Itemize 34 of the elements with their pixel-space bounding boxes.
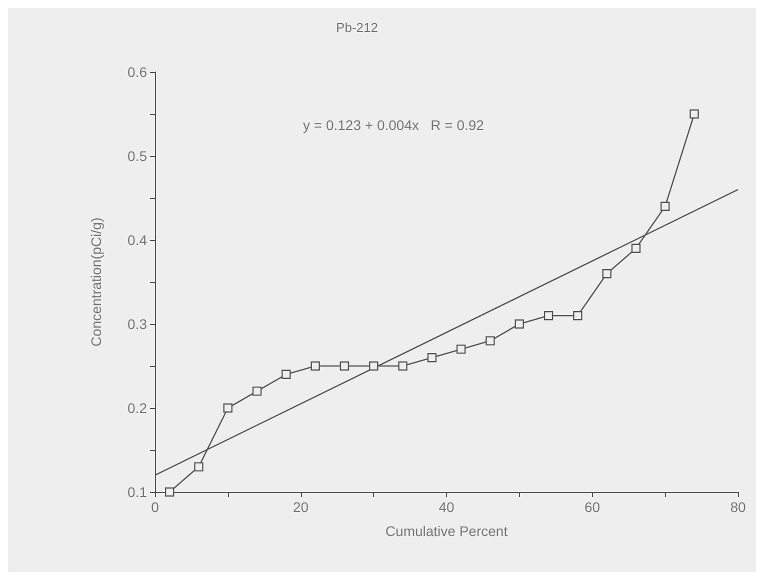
point (690, 109, 699, 119)
point (602, 269, 612, 278)
x-axis-title: Cumulative Percent (385, 523, 508, 539)
point (660, 202, 670, 211)
point (398, 361, 408, 371)
point (282, 370, 291, 379)
point (544, 311, 554, 320)
point (427, 353, 437, 362)
y-tick-label: 0.3 (128, 316, 148, 332)
point (486, 336, 495, 346)
chart-title: Pb-212 (336, 20, 378, 35)
y-tick-label: 0.1 (128, 484, 148, 500)
point (194, 462, 204, 472)
x-tick-label: 0 (151, 499, 160, 515)
y-tick-label: 0.2 (128, 400, 148, 416)
point (369, 361, 378, 371)
y-tick-label: 0.6 (128, 64, 148, 80)
point (310, 361, 320, 371)
point (252, 386, 262, 396)
point (573, 311, 582, 320)
point (514, 319, 524, 329)
x-tick-label: 40 (438, 499, 454, 515)
y-tick-label: 0.5 (128, 148, 148, 164)
x-tick-label: 80 (730, 499, 746, 515)
x-tick-label: 20 (292, 499, 309, 515)
y-tick-label: 0.4 (128, 232, 148, 248)
point (164, 487, 174, 497)
point (456, 344, 466, 354)
point (223, 403, 232, 413)
y-axis-title: Concentration(pCi/g) (88, 217, 104, 347)
annotation: y = 0.123 + 0.004x R = 0.92 (303, 117, 484, 133)
point (340, 361, 350, 371)
point (631, 244, 641, 253)
x-tick-label: 60 (584, 499, 600, 515)
